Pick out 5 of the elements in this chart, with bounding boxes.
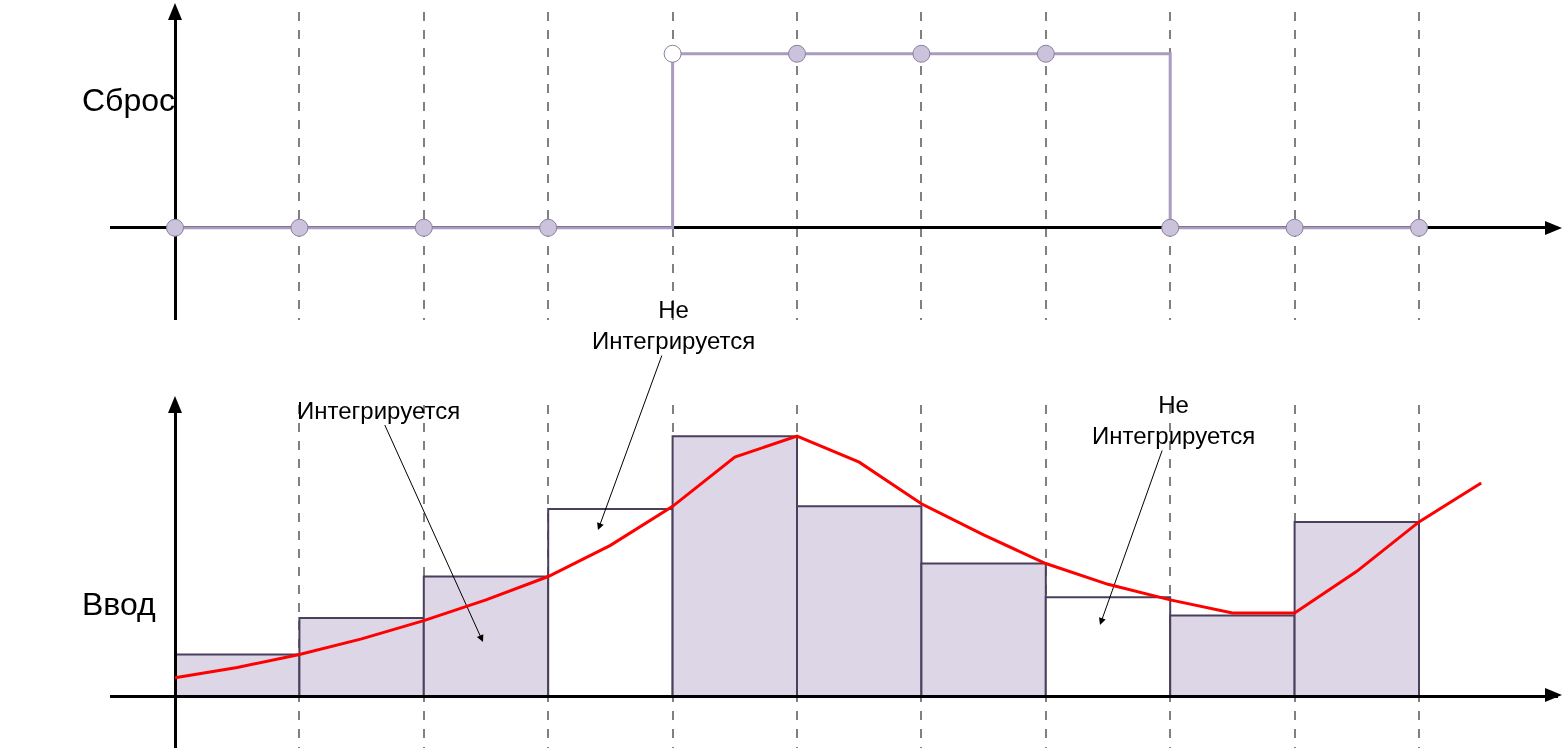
text: Интегрируется — [297, 397, 461, 424]
y-axis-title: Ввод — [82, 586, 157, 622]
y-axis-title: Сброс — [82, 82, 176, 118]
annotation: Не Интегрируется — [1092, 391, 1256, 450]
text: Не Интегрируется — [592, 296, 756, 355]
